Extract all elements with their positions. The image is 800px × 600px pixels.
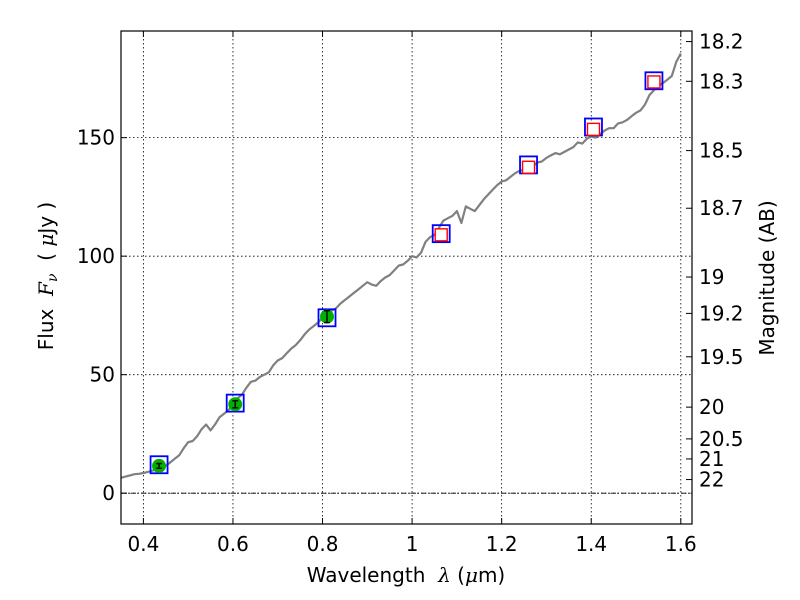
magnitude-tick-label: 19.5	[699, 345, 744, 369]
photometry-point	[434, 228, 448, 242]
magnitude-tick-label: 20.5	[699, 427, 744, 451]
x-tick-label: 0.6	[217, 532, 249, 556]
grid	[121, 31, 692, 524]
magnitude-tick-label: 18.3	[699, 69, 744, 93]
model-point	[317, 308, 337, 328]
photometry-point	[586, 122, 601, 137]
magnitude-tick-label: 18.5	[699, 139, 744, 163]
magnitude-tick-label: 19.2	[699, 301, 744, 325]
model-point	[149, 455, 169, 475]
model-point	[644, 71, 664, 91]
model-point	[225, 393, 245, 413]
x-tick-label: 1.4	[575, 532, 607, 556]
magnitude-tick-label: 20	[699, 395, 724, 419]
y-tick-label: 150	[77, 126, 115, 150]
magnitude-tick-label: 18.2	[699, 30, 744, 54]
y-tick-label: 100	[77, 244, 115, 268]
photometry-point	[647, 75, 661, 89]
y-tick-label: 50	[90, 363, 115, 387]
model-point	[431, 224, 451, 244]
magnitude-tick-label: 21	[699, 447, 724, 471]
magnitude-tick-label: 22	[699, 468, 724, 492]
x-tick-label: 0.4	[127, 532, 159, 556]
photometry-points	[152, 75, 661, 473]
model-points	[149, 71, 664, 475]
magnitude-tick-label: 19	[699, 265, 724, 289]
photometry-point	[521, 160, 536, 174]
ticks: 0.4 0.6 0.8 1 1.2 1.4 1.6 0 50 100 150 18.2 18.3 18.5…	[77, 30, 744, 556]
secondary-y-axis-label: Magnitude (AB)	[755, 200, 779, 355]
x-tick-label: 1	[406, 532, 419, 556]
x-axis-label: Wavelength λ (μm)	[307, 563, 506, 587]
plot-frame	[120, 30, 693, 525]
spectrum-line	[120, 52, 682, 479]
y-tick-label: 0	[102, 481, 115, 505]
x-tick-label: 0.8	[307, 532, 339, 556]
y-axis-label: Flux Fν ( μJy )	[34, 202, 61, 350]
x-tick-label: 1.6	[665, 532, 697, 556]
x-tick-label: 1.2	[486, 532, 518, 556]
magnitude-tick-label: 18.7	[699, 196, 744, 220]
